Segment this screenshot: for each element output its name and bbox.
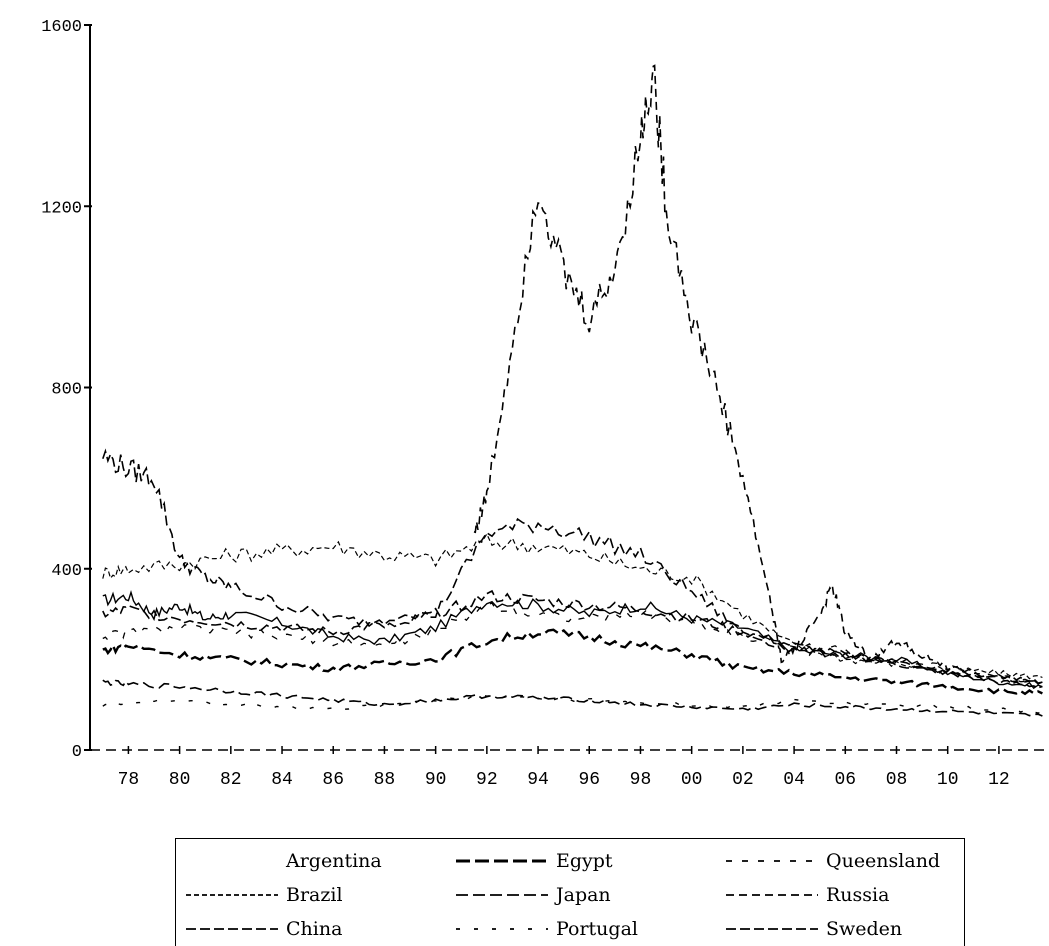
x-tick-label: 90 <box>425 770 447 790</box>
legend-item-argentina: Argentina <box>176 845 446 877</box>
legend-swatch <box>456 924 548 934</box>
legend-label: Russia <box>826 884 890 906</box>
x-tick-label: 04 <box>783 770 805 790</box>
series-line-russia <box>473 64 1043 685</box>
legend-item-russia: Russia <box>716 879 966 911</box>
x-tick-label: 06 <box>834 770 856 790</box>
x-tick-label: 08 <box>886 770 908 790</box>
legend-label: Egypt <box>556 850 613 872</box>
x-tick-label: 78 <box>118 770 140 790</box>
y-axis: 0 400 800 1200 1600 <box>41 18 92 762</box>
legend-swatch <box>456 856 548 866</box>
legend-item-china: China <box>176 913 446 945</box>
series-line-egypt <box>102 628 1043 696</box>
legend-swatch <box>726 924 818 934</box>
legend-item-sweden: Sweden <box>716 913 966 945</box>
legend-swatch <box>726 890 818 900</box>
y-tick-label: 1200 <box>41 199 82 218</box>
y-tick-label: 800 <box>51 381 82 400</box>
x-tick-label: 88 <box>374 770 396 790</box>
series-line-sweden <box>102 589 1043 689</box>
legend-item-queensland: Queensland <box>716 845 966 877</box>
x-tick-label: 94 <box>527 770 549 790</box>
x-tick-label: 92 <box>476 770 498 790</box>
x-tick-label: 80 <box>169 770 191 790</box>
x-tick-label: 02 <box>732 770 754 790</box>
legend-label: Japan <box>556 884 611 906</box>
x-tick-label: 12 <box>988 770 1010 790</box>
x-axis: 78 80 82 84 86 88 90 92 94 96 98 00 02 04 06 08 10 12 <box>90 746 1045 790</box>
legend-label: Portugal <box>556 918 638 940</box>
series-layer <box>102 64 1043 717</box>
legend-swatch <box>186 856 278 866</box>
legend-item-egypt: Egypt <box>446 845 716 877</box>
x-tick-label: 82 <box>220 770 242 790</box>
legend-item-portugal: Portugal <box>446 913 716 945</box>
x-tick-label: 84 <box>271 770 293 790</box>
x-tick-label: 98 <box>630 770 652 790</box>
series-line-queensland <box>102 602 1043 685</box>
legend-swatch <box>186 924 278 934</box>
x-tick-label: 86 <box>322 770 344 790</box>
y-tick-label: 400 <box>51 562 82 581</box>
legend: Argentina Egypt Queensland Brazil Japan Russi… <box>175 838 965 946</box>
series-line-argentina <box>102 590 1043 690</box>
legend-label: Brazil <box>286 884 343 906</box>
y-tick-label: 0 <box>72 743 82 762</box>
legend-swatch <box>456 890 548 900</box>
x-tick-label: 10 <box>937 770 959 790</box>
legend-swatch <box>726 856 818 866</box>
legend-label: Argentina <box>286 850 382 872</box>
series-line-japan <box>102 679 1043 717</box>
y-tick-label: 1600 <box>41 18 82 37</box>
x-tick-label: 00 <box>681 770 703 790</box>
legend-item-japan: Japan <box>446 879 716 911</box>
legend-label: Sweden <box>826 918 903 940</box>
x-tick-label: 96 <box>578 770 600 790</box>
legend-grid: Argentina Egypt Queensland Brazil Japan Russi… <box>176 845 964 945</box>
legend-swatch <box>186 890 278 900</box>
legend-item-brazil: Brazil <box>176 879 446 911</box>
legend-label: Queensland <box>826 850 941 872</box>
series-line-china <box>102 448 1043 685</box>
legend-label: China <box>286 918 343 940</box>
series-line-portugal <box>102 693 1043 714</box>
